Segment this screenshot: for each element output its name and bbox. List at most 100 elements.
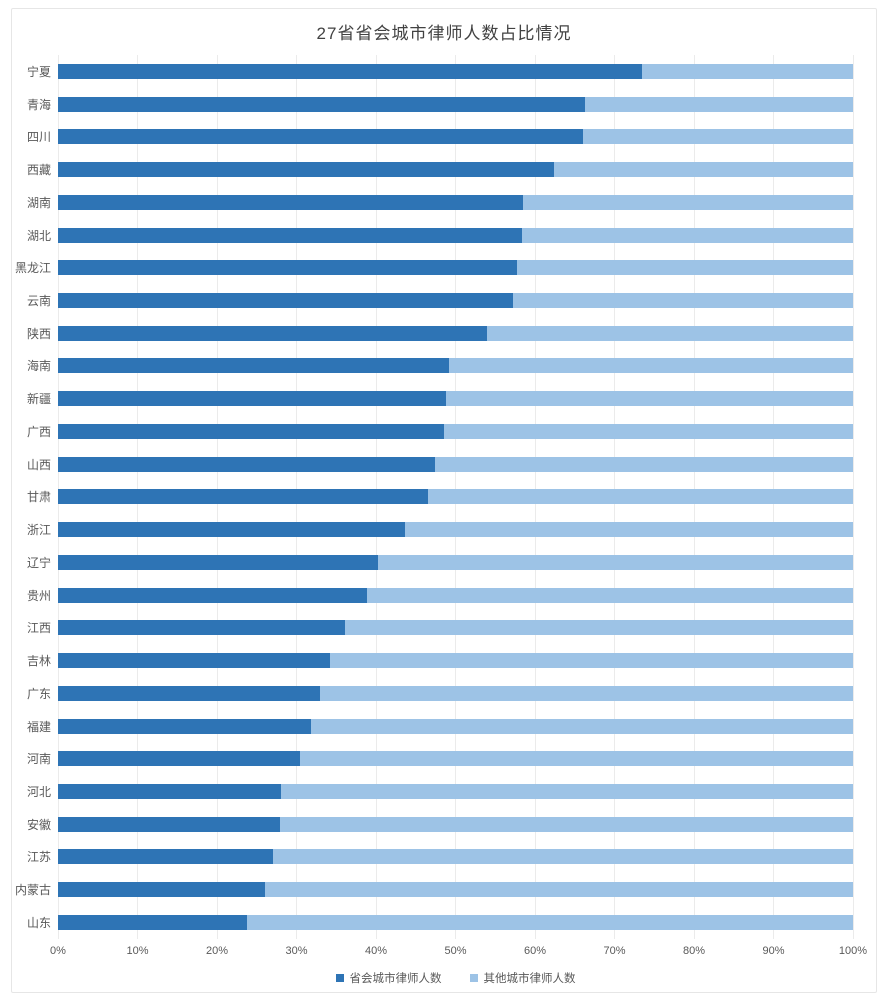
legend-swatch-icon [469, 974, 478, 982]
capital-bar-segment [58, 293, 513, 308]
capital-bar-segment [58, 423, 444, 439]
capital-bar-segment [58, 227, 523, 243]
bar-row [58, 873, 853, 906]
capital-bar-segment [58, 194, 524, 210]
category-label: 福建 [26, 719, 51, 734]
bar-row [58, 317, 853, 350]
legend-item: 其他城市律师人数 [469, 970, 576, 986]
category-label: 西藏 [26, 163, 51, 178]
category-label: 宁夏 [26, 64, 51, 79]
capital-bar-segment [58, 489, 428, 505]
capital-bar-segment [58, 914, 248, 930]
stacked-bar [58, 914, 853, 930]
stacked-bar [58, 849, 853, 865]
stacked-bar [58, 391, 853, 407]
stacked-bar [58, 293, 853, 308]
bar-tracks [58, 55, 853, 939]
legend-item: 省会城市律师人数 [335, 970, 442, 986]
bar-row [58, 88, 853, 121]
legend: 省会城市律师人数 其他城市律师人数 [58, 970, 853, 986]
x-tick-label: 30% [285, 945, 308, 957]
bar-row [58, 153, 853, 186]
category-label: 辽宁 [26, 555, 51, 570]
bar-row [58, 415, 853, 448]
bar-row [58, 350, 853, 383]
category-label: 新疆 [26, 392, 51, 407]
category-label: 贵州 [26, 588, 51, 603]
bar-row [58, 775, 853, 808]
category-label: 海南 [26, 359, 51, 374]
gridline-100% [852, 55, 854, 939]
category-label: 安徽 [26, 817, 51, 832]
x-tick-label: 90% [762, 945, 785, 957]
category-label: 吉林 [26, 654, 51, 669]
x-tick-label: 70% [603, 945, 626, 957]
category-label: 广西 [26, 424, 51, 439]
bar-row [58, 382, 853, 415]
category-label: 四川 [26, 130, 51, 145]
bar-row [58, 742, 853, 775]
capital-bar-segment [58, 816, 280, 832]
category-label: 山西 [26, 457, 51, 472]
stacked-bar [58, 882, 853, 898]
category-label: 陕西 [26, 326, 51, 341]
stacked-bar [58, 718, 853, 734]
category-label: 河南 [26, 752, 51, 767]
bar-row [58, 448, 853, 481]
bar-row [58, 219, 853, 252]
legend-label: 其他城市律师人数 [483, 973, 576, 985]
x-tick-label: 40% [364, 945, 388, 957]
x-tick-label: 60% [523, 945, 547, 957]
capital-bar-segment [58, 784, 282, 800]
capital-bar-segment [58, 260, 517, 276]
x-tick-label: 0% [50, 945, 66, 957]
stacked-bar [58, 358, 853, 374]
plot-region: 宁夏 青海 四川 西藏 湖南 湖北 黑龙江 云南 陕西 海南 新疆 广西 山西 甘肃 浙江 辽宁 贵州 江西 吉林广… [12, 55, 876, 939]
stacked-bar [58, 325, 853, 341]
x-axis: 0% 10% 20% 30% 40% 50% 60% 70% 80% 90% 100% [50, 945, 867, 961]
x-tick-label: 20% [205, 945, 229, 957]
x-tick-label: 100% [838, 945, 868, 957]
bar-row [58, 120, 853, 153]
stacked-bar [58, 489, 853, 505]
stacked-bar [58, 129, 853, 145]
capital-bar-segment [58, 456, 435, 472]
bar-row [58, 677, 853, 710]
bar-row [58, 546, 853, 579]
chart-frame: 27省省会城市律师人数占比情况 宁夏 青海 四川 西藏 湖南 湖北 黑龙江 云南 陕西 海南 新疆广… [11, 8, 877, 993]
stacked-bar [58, 816, 853, 832]
capital-bar-segment [58, 653, 330, 669]
category-label: 云南 [26, 294, 51, 308]
bar-row [58, 906, 853, 939]
stacked-bar [58, 96, 853, 112]
stacked-bar [58, 522, 853, 538]
bar-row [58, 481, 853, 514]
category-label: 湖北 [26, 228, 51, 243]
legend-swatch-icon [335, 974, 344, 982]
stacked-bar [58, 63, 853, 79]
plot-area [57, 55, 854, 939]
x-tick-label: 10% [126, 945, 149, 957]
capital-bar-segment [58, 129, 583, 145]
capital-bar-segment [58, 554, 379, 570]
category-label: 内蒙古 [14, 883, 51, 898]
bar-row [58, 611, 853, 644]
category-labels: 宁夏 青海 四川 西藏 湖南 湖北 黑龙江 云南 陕西 海南 新疆 广西 山西 甘肃 浙江 辽宁 贵州 江西 吉林广… [12, 55, 58, 939]
category-label: 广东 [26, 686, 51, 701]
category-label: 甘肃 [26, 490, 51, 505]
bar-row [58, 513, 853, 546]
stacked-bar [58, 587, 853, 603]
capital-bar-segment [58, 522, 405, 538]
category-label: 河北 [26, 785, 51, 800]
category-label: 青海 [26, 97, 51, 112]
capital-bar-segment [58, 96, 586, 112]
capital-bar-segment [58, 751, 300, 767]
bar-row [58, 251, 853, 284]
x-tick-label: 50% [444, 945, 467, 957]
capital-bar-segment [58, 162, 555, 178]
capital-bar-segment [58, 882, 265, 898]
stacked-bar [58, 260, 853, 276]
stacked-bar [58, 784, 853, 800]
chart-title: 27省省会城市律师人数占比情况 [316, 24, 572, 43]
capital-bar-segment [58, 849, 274, 865]
